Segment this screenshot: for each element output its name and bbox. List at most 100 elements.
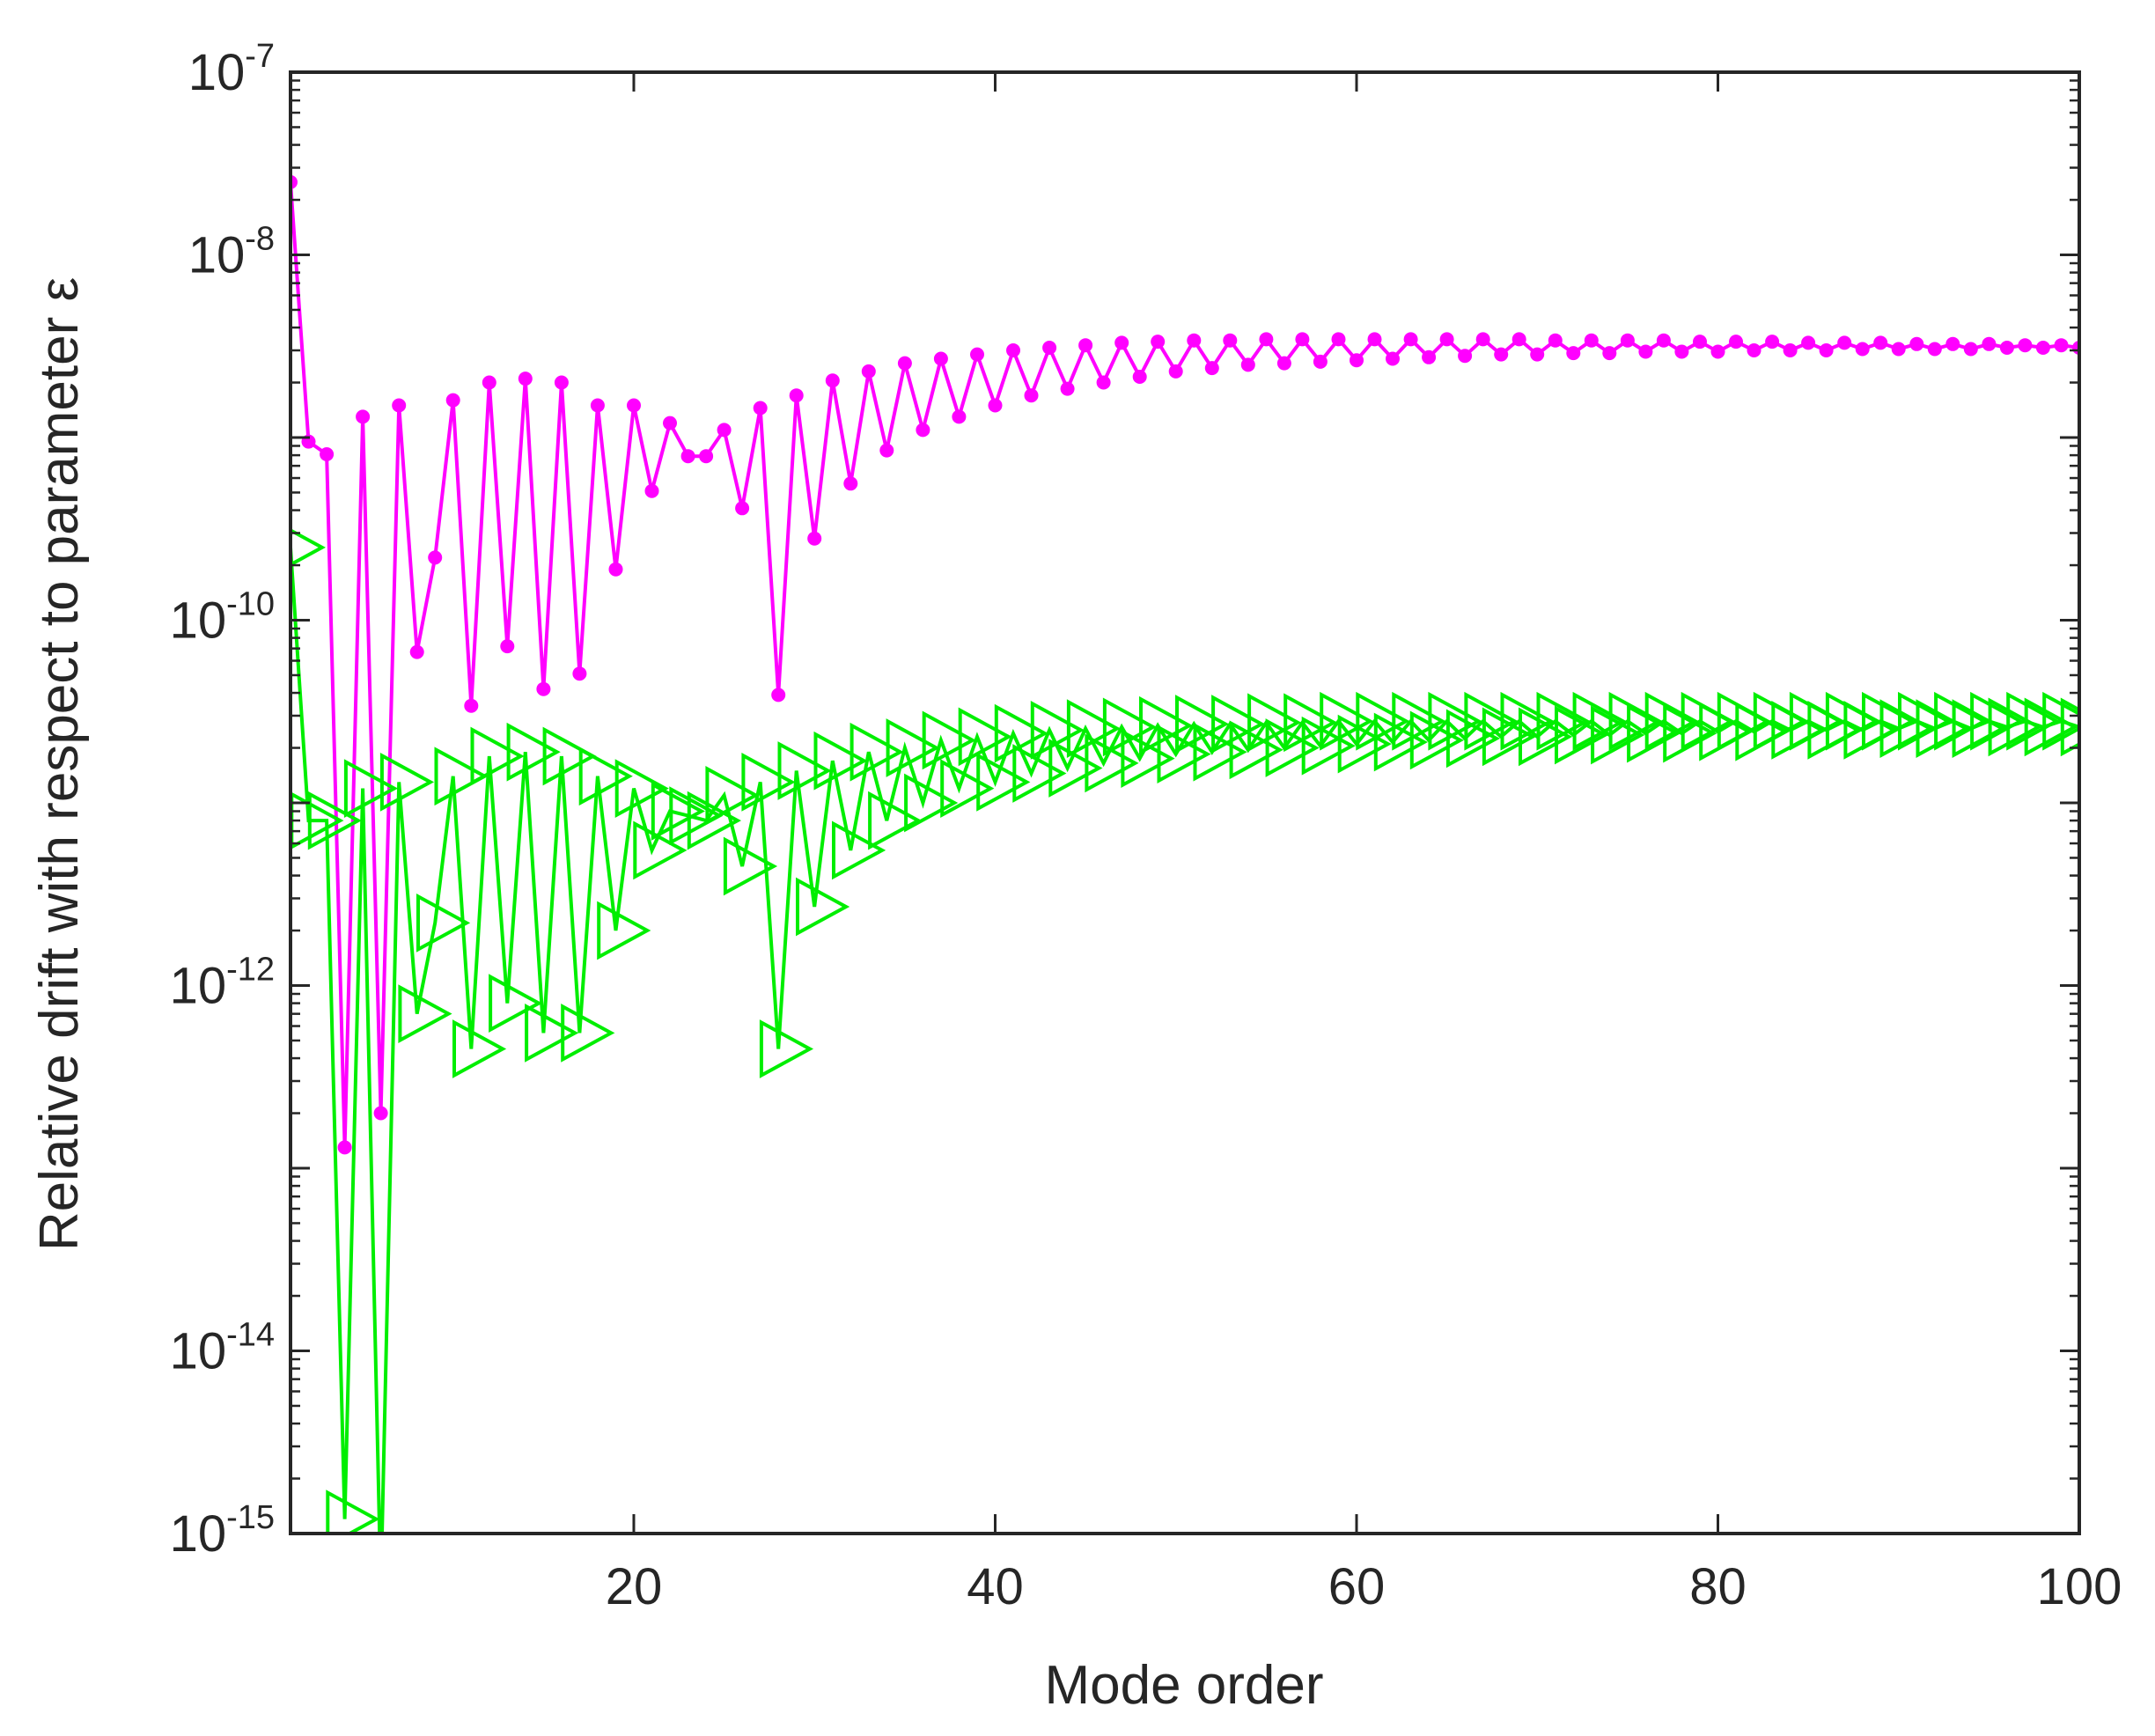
series-2-point [2024,697,2078,757]
series-1-point [572,666,587,681]
series-1-point [1151,335,1166,349]
series-1-point [554,375,569,390]
series-2-point [1807,701,1862,760]
series-2-point [416,894,471,953]
labels-layer: Mode order Relative drift with respect t… [29,277,1324,1716]
series-2-line [291,547,2079,1534]
series-2-point [1898,691,1953,751]
series-1-point [952,409,967,424]
series-1-point [1439,332,1454,347]
series-2-point [1157,725,1211,783]
series-2-point [1735,702,1790,761]
series-1-point [1060,381,1075,396]
series-2-point [1862,691,1916,751]
series-1-point [1494,347,1509,362]
axes-layer: 20 40 60 80 100 10-7 10-8 10-10 10-12 10-14 10-15 [170,38,2122,1615]
series-1-point [1602,346,1617,361]
series-1-point [717,423,732,438]
series-2-point [1048,739,1103,798]
series-1-point [1982,336,1997,351]
series-1-point [680,449,695,464]
series-1-point [356,409,371,424]
series-2-point [1121,729,1175,788]
series-1-point [1042,341,1057,355]
series-1-point [1656,333,1671,348]
series-2-point [741,753,796,812]
series-2-point [1789,691,1844,751]
series-2-point [1988,697,2042,757]
series-1-point [825,373,840,388]
series-1-point [644,483,659,498]
series-2-point [1627,703,1681,763]
x-tick-label: 60 [1328,1558,1386,1615]
series-2-point [542,726,597,786]
x-tick-label: 20 [606,1558,663,1615]
series-1-point [1114,335,1129,350]
series-2-point [1591,705,1645,765]
series-2-point [1608,691,1663,751]
series-2-point [904,773,959,833]
series-1-point [428,550,443,565]
series-1-point [663,416,677,430]
series-1-point [590,398,605,413]
series-2-point [578,747,633,806]
y-tick-label: 10-10 [170,586,275,650]
series-2-point [614,759,669,818]
series-1-point [373,1106,388,1121]
series-2-point [1356,691,1410,751]
series-1-point [897,356,912,371]
series-1-point [608,562,623,577]
series-1-point [1204,361,1219,376]
series-1-point [753,401,768,416]
series-2-point [1193,722,1247,782]
series-1-point [1331,332,1346,347]
series-2-point [1572,691,1627,751]
series-2-point [291,528,326,567]
series-2-point [1301,716,1356,776]
series-2-point [958,707,1012,767]
series-1-point [320,447,335,461]
series-2-point [868,791,923,850]
series-1-point [1548,333,1563,348]
x-tick-label: 40 [967,1558,1024,1615]
series-2-point [1753,691,1807,751]
series-2-point [506,722,561,782]
series-2-point [398,984,452,1043]
series-2-point [1843,701,1898,760]
series-1-point [500,639,515,654]
series-1-point [392,398,407,413]
series-1-point [1006,343,1020,357]
series-2 [291,528,2079,1615]
series-1-point [1259,332,1274,347]
series-2-point [1012,744,1067,803]
series-1-point [445,393,460,408]
series-1-point [2018,338,2033,353]
series-2-point [1934,691,1989,751]
series-1-point [843,476,858,491]
series-1-point [1891,342,1906,357]
series-2-point [364,1563,412,1615]
series-1-point [1801,335,1816,350]
series-2-point [1555,705,1609,765]
series-1-point [1783,343,1798,357]
series-1-point [1350,353,1364,368]
series-2-point [326,1490,380,1534]
series-2-point [1464,691,1519,751]
series-1-point [1096,375,1111,390]
series-2-point [2006,691,2061,751]
series-1-point [1078,338,1093,353]
series-2-point [597,901,651,960]
series-2-point [796,877,850,937]
series-2-point [886,718,940,777]
series-2-point [723,836,778,896]
series-2-point [1879,699,1934,758]
series-1-point [1168,364,1183,379]
series-2-point [343,759,399,818]
series-2-point [1663,703,1717,763]
series-2-point [1102,697,1158,757]
series-1-point [1475,332,1490,347]
series-2-point [307,791,362,850]
series-1-point [789,388,804,403]
series-2-point [1211,695,1266,754]
